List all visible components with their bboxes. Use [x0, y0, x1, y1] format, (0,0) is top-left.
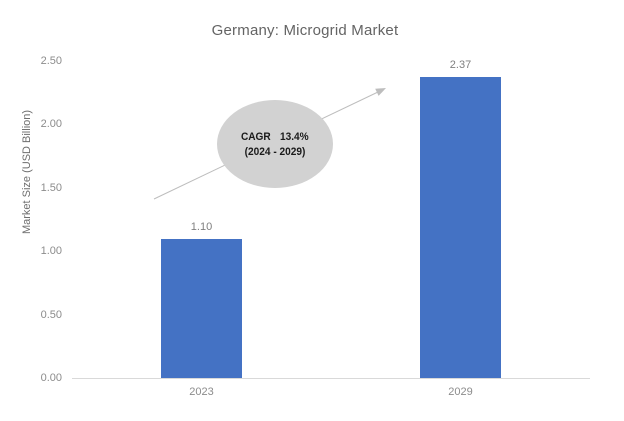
chart-title: Germany: Microgrid Market	[211, 22, 399, 39]
bar-value-label: 1.10	[190, 220, 213, 233]
bar-value-label: 2.37	[449, 59, 472, 72]
arrow-head-icon	[375, 88, 386, 96]
cagr-annotation-period: (2024 - 2029)	[244, 145, 306, 158]
cagr-label: CAGR	[241, 130, 271, 143]
y-tick-label: 1.50	[40, 181, 62, 194]
y-tick-label: 2.50	[40, 55, 62, 67]
cagr-annotation-ellipse: CAGR 13.4% (2024 - 2029)	[217, 100, 333, 188]
y-tick-label: 2.00	[40, 118, 62, 131]
cagr-annotation-line1: CAGR 13.4%	[241, 130, 309, 144]
bar-2029	[420, 77, 501, 378]
y-tick-label: 0.00	[40, 372, 62, 384]
y-tick-label: 0.50	[40, 308, 62, 321]
bar-2023	[161, 238, 242, 378]
cagr-value: 13.4%	[280, 130, 309, 143]
x-axis-line	[72, 378, 590, 379]
y-tick-label: 1.00	[40, 245, 62, 258]
x-tick-label: 2023	[189, 386, 214, 398]
x-tick-label: 2029	[448, 386, 473, 398]
